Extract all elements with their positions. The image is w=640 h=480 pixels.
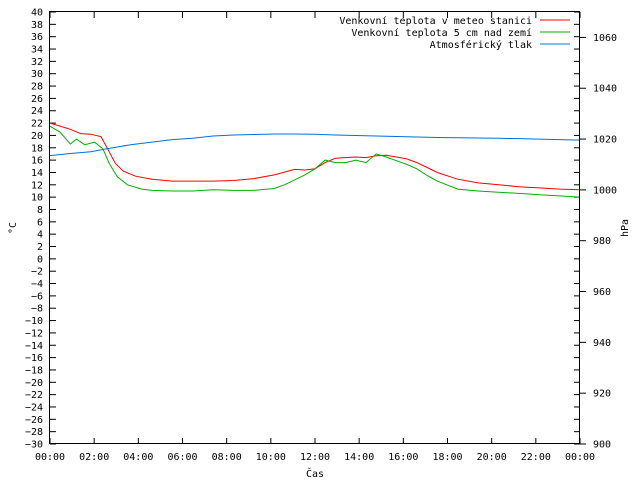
left-tick-label: 38 (31, 20, 43, 31)
left-tick-label: 0 (37, 254, 43, 265)
left-tick-label: −8 (31, 304, 43, 315)
x-tick-label: 04:00 (123, 452, 153, 463)
left-tick-label: −2 (31, 267, 43, 278)
left-tick-label: −14 (25, 341, 43, 352)
series-line-1 (49, 122, 581, 191)
right-tick-label: 1060 (593, 33, 617, 44)
left-axis-ticks: 4038363432302826242220181614121086420−2−… (25, 8, 580, 451)
right-tick-label: 960 (593, 287, 611, 298)
x-tick-label: 02:00 (79, 452, 109, 463)
x-tick-label: 10:00 (256, 452, 286, 463)
right-tick-label: 940 (593, 338, 611, 349)
left-tick-label: −28 (25, 427, 43, 438)
left-tick-label: −24 (25, 402, 43, 413)
x-tick-label: 06:00 (167, 452, 197, 463)
left-tick-label: −30 (25, 440, 43, 451)
left-tick-label: −4 (31, 279, 43, 290)
legend-label: Venkovní teplota 5 cm nad zemí (351, 27, 532, 39)
right-tick-label: 980 (593, 236, 611, 247)
left-axis-title: °C (8, 222, 19, 234)
left-tick-label: 24 (31, 106, 43, 117)
left-tick-label: 10 (31, 193, 43, 204)
left-tick-label: −26 (25, 415, 43, 426)
x-tick-label: 16:00 (388, 452, 418, 463)
left-tick-label: 26 (31, 94, 43, 105)
series-line-2 (49, 125, 581, 198)
left-tick-label: 22 (31, 119, 43, 130)
left-tick-label: 4 (37, 230, 43, 241)
x-tick-label: 18:00 (432, 452, 462, 463)
left-tick-label: −22 (25, 390, 43, 401)
right-tick-label: 900 (593, 440, 611, 451)
legend-label: Atmosférický tlak (430, 39, 532, 51)
left-tick-label: 32 (31, 57, 43, 68)
x-tick-label: 22:00 (521, 452, 551, 463)
plot-frame (49, 11, 580, 444)
x-axis-title: Čas (306, 467, 324, 480)
x-tick-label: 08:00 (212, 452, 242, 463)
right-axis-ticks: 1060 1040 1020 1000 980 960 940 920 900 (580, 33, 617, 451)
left-tick-label: −10 (25, 316, 43, 327)
right-tick-label: 1000 (593, 185, 617, 196)
left-tick-label: −6 (31, 291, 43, 302)
left-tick-label: −12 (25, 328, 43, 339)
series-lines (49, 122, 581, 198)
x-tick-label: 00:00 (565, 452, 595, 463)
legend-label: Venkovní teplota v meteo stanici (339, 15, 532, 27)
left-tick-label: 28 (31, 82, 43, 93)
right-tick-label: 920 (593, 389, 611, 400)
left-tick-label: 2 (37, 242, 43, 253)
right-tick-label: 1040 (593, 84, 617, 95)
series-line-3 (49, 133, 581, 157)
left-tick-label: 34 (31, 45, 43, 56)
left-tick-label: 16 (31, 156, 43, 167)
left-tick-label: 36 (31, 32, 43, 43)
left-tick-label: 30 (31, 69, 43, 80)
left-tick-label: −18 (25, 365, 43, 376)
right-tick-label: 1020 (593, 135, 617, 146)
left-tick-label: 40 (31, 8, 43, 19)
left-tick-label: −16 (25, 353, 43, 364)
left-tick-label: 20 (31, 131, 43, 142)
left-tick-label: 12 (31, 180, 43, 191)
x-tick-label: 14:00 (344, 452, 374, 463)
x-tick-label: 00:00 (35, 452, 65, 463)
x-axis-ticks: 00:00 02:00 04:00 06:00 08:00 10:00 12:00 14:00… (35, 12, 595, 463)
x-tick-label: 12:00 (300, 452, 330, 463)
left-tick-label: 6 (37, 217, 43, 228)
right-axis-title: hPa (620, 219, 631, 237)
left-tick-label: 14 (31, 168, 43, 179)
left-tick-label: 8 (37, 205, 43, 216)
left-tick-label: 18 (31, 143, 43, 154)
legend: Venkovní teplota v meteo staniciVenkovní… (339, 15, 570, 51)
x-tick-label: 20:00 (477, 452, 507, 463)
left-tick-label: −20 (25, 378, 43, 389)
